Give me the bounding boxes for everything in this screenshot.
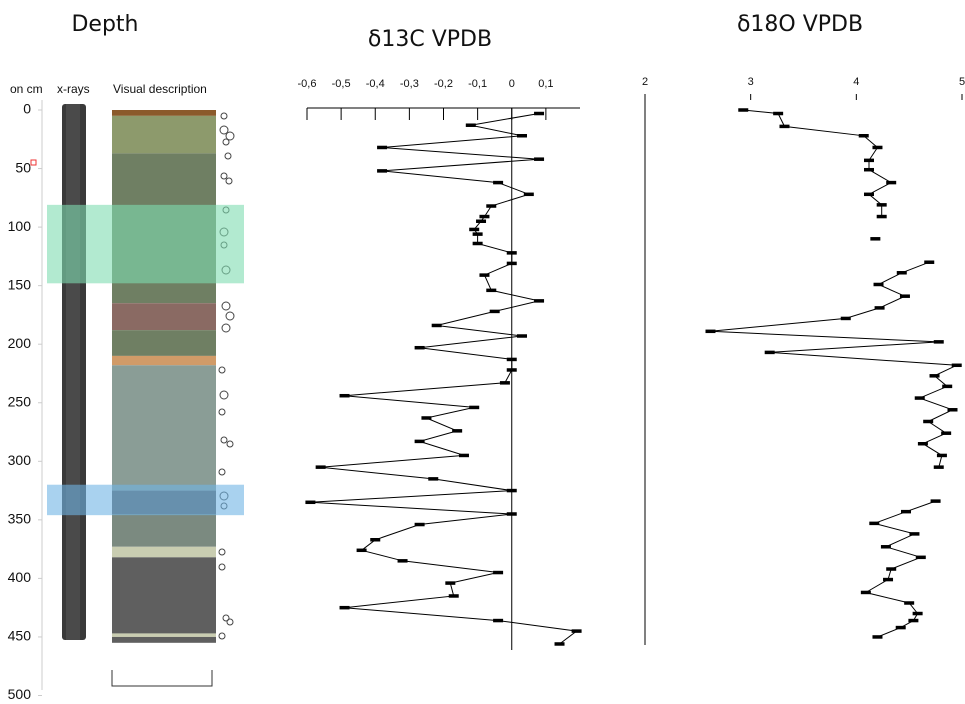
c13-title: δ13C VPDB xyxy=(368,27,492,52)
layer xyxy=(112,637,216,643)
depth-tick-label: 250 xyxy=(8,393,32,409)
x-tick-label: 2 xyxy=(642,76,648,88)
x-tick-label: -0,3 xyxy=(400,78,419,90)
depth-tick-label: 400 xyxy=(8,569,32,585)
depth-tick-label: 300 xyxy=(8,452,32,468)
depth-tick-label: 350 xyxy=(8,511,32,527)
layer xyxy=(112,547,216,558)
x-tick-label: 4 xyxy=(853,76,859,88)
log-title: Depth xyxy=(71,12,138,37)
profile-line xyxy=(310,114,576,645)
x-tick-label: 0 xyxy=(509,78,515,90)
highlight-band xyxy=(47,485,244,515)
depth-tick-label: 0 xyxy=(23,101,31,117)
column-label: Visual description xyxy=(113,82,207,96)
x-tick-label: -0,1 xyxy=(468,78,487,90)
x-tick-label: -0,4 xyxy=(366,78,385,90)
layer xyxy=(112,303,216,330)
layer xyxy=(112,365,216,490)
x-tick-label: -0,2 xyxy=(434,78,453,90)
layer xyxy=(112,633,216,637)
marker xyxy=(31,160,36,165)
x-tick-label: 5 xyxy=(959,76,965,88)
layer xyxy=(112,356,216,365)
depth-tick-label: 100 xyxy=(8,218,32,234)
grain-icons xyxy=(219,113,234,639)
depth-tick-label: 50 xyxy=(15,159,31,175)
column-label: x-rays xyxy=(57,82,90,96)
depth-tick-label: 150 xyxy=(8,276,32,292)
layer xyxy=(112,330,216,356)
o18-title: δ18O VPDB xyxy=(737,12,863,37)
bracket xyxy=(112,670,212,686)
highlight-band xyxy=(47,205,244,283)
x-tick-label: -0,6 xyxy=(298,78,317,90)
depth-tick-label: 200 xyxy=(8,335,32,351)
figure: Depth δ13C VPDB δ18O VPDB on cm x-rays V… xyxy=(0,0,965,704)
x-tick-label: 0,1 xyxy=(538,78,553,90)
layer xyxy=(112,514,216,547)
depth-tick-label: 500 xyxy=(8,686,32,702)
column-label: on cm xyxy=(10,82,43,96)
layer xyxy=(112,110,216,116)
depth-tick-label: 450 xyxy=(8,628,32,644)
x-tick-label: -0,5 xyxy=(332,78,351,90)
layer xyxy=(112,557,216,633)
x-tick-label: 3 xyxy=(748,76,754,88)
x-ray-core-inner xyxy=(66,104,80,640)
layer xyxy=(112,116,216,153)
